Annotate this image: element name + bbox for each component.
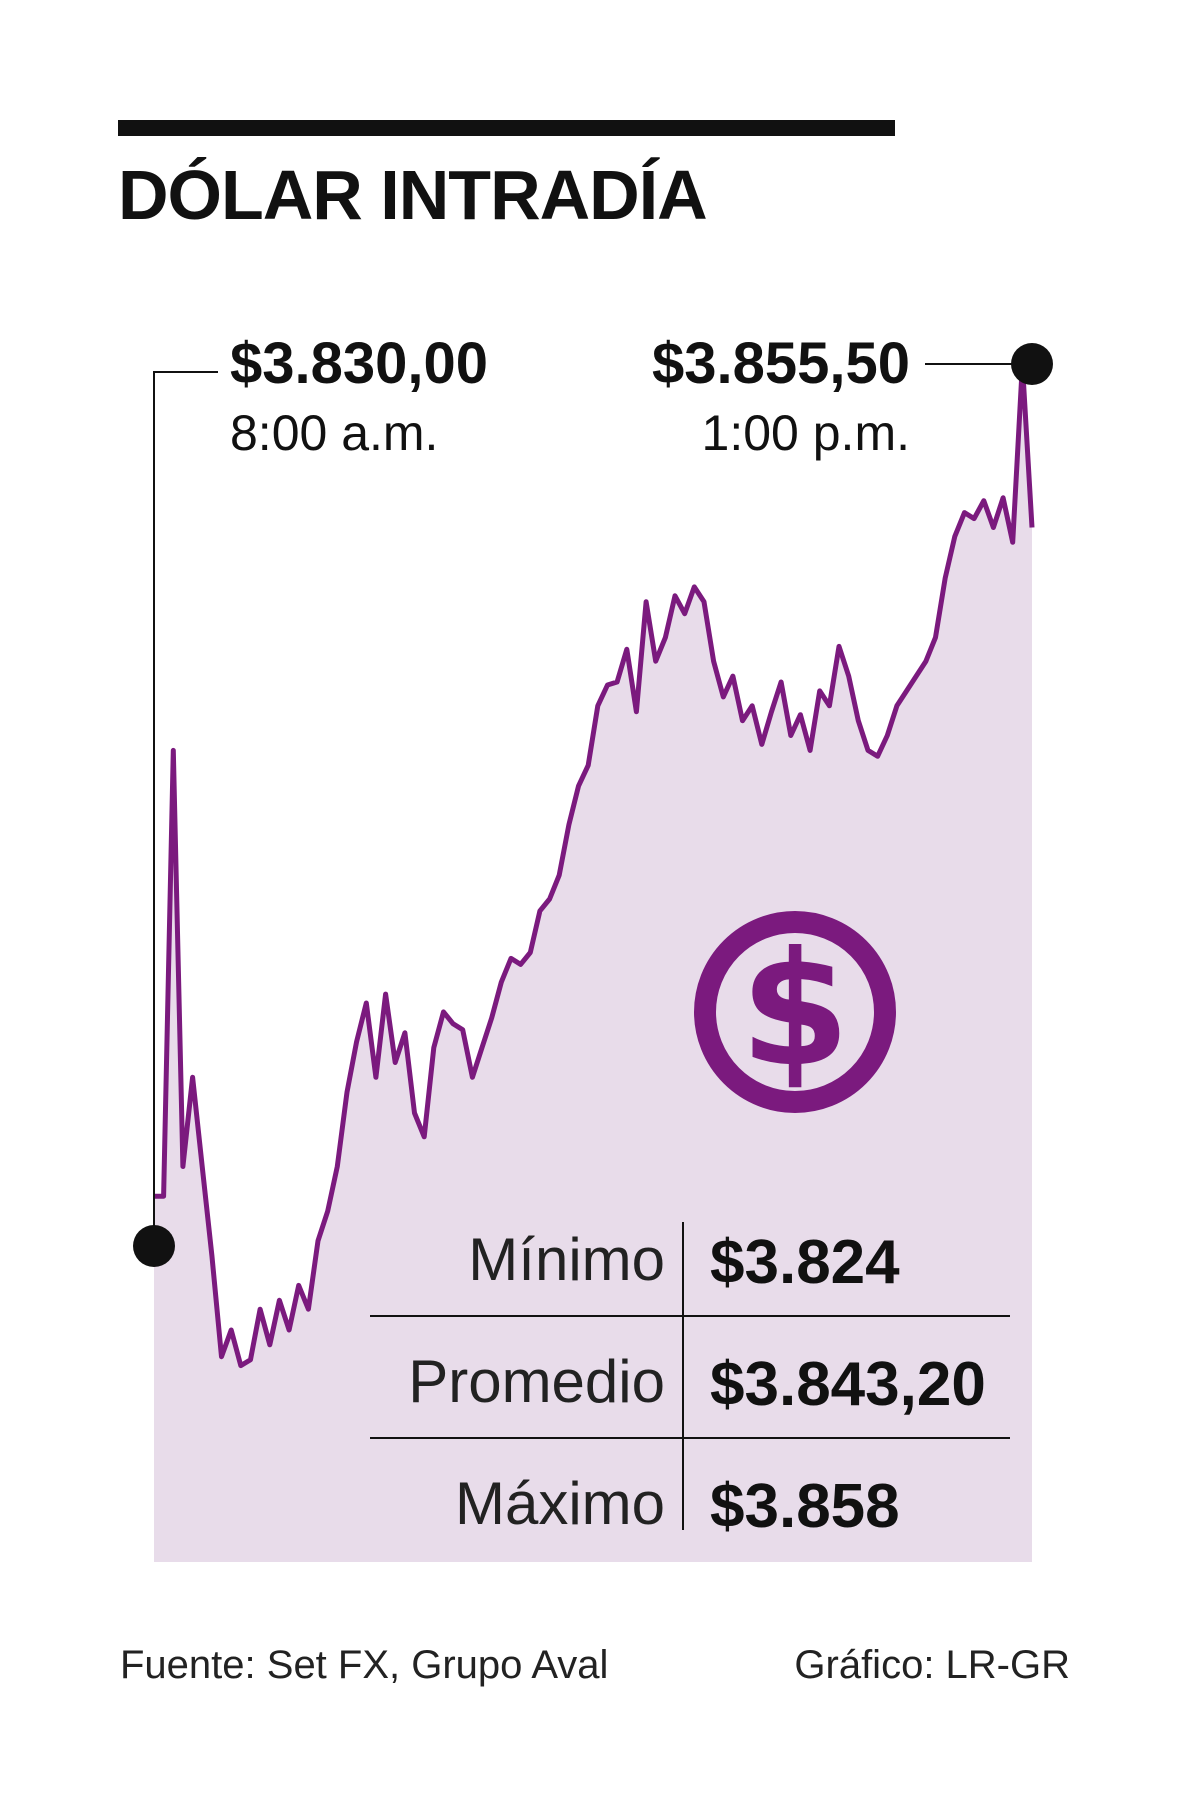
- end-value-label: $3.855,50: [651, 331, 910, 396]
- stat-min-label: Mínimo: [468, 1226, 665, 1293]
- stat-avg-value: $3.843,20: [710, 1350, 986, 1419]
- dollar-coin-icon: $: [694, 911, 896, 1113]
- area-fill: [154, 364, 1032, 1562]
- series-line: [154, 361, 1035, 1369]
- graphic-credit: Gráfico: LR-GR: [794, 1643, 1070, 1687]
- end-time-label: 1:00 p.m.: [701, 405, 910, 461]
- top-rule: [118, 120, 895, 136]
- stat-max-value: $3.858: [710, 1472, 900, 1541]
- start-point-marker: [133, 1225, 175, 1267]
- start-time-label: 8:00 a.m.: [230, 405, 439, 461]
- start-leader-line: [153, 371, 218, 1246]
- stat-avg-label: Promedio: [408, 1348, 665, 1415]
- source-note: Fuente: Set FX, Grupo Aval: [120, 1643, 609, 1687]
- svg-text:$: $: [740, 918, 850, 1102]
- chart-title: DÓLAR INTRADÍA: [118, 156, 708, 234]
- stat-max-label: Máximo: [454, 1470, 665, 1537]
- end-point-marker: [1011, 343, 1053, 385]
- start-value-label: $3.830,00: [230, 331, 489, 396]
- stat-min-value: $3.824: [710, 1228, 900, 1297]
